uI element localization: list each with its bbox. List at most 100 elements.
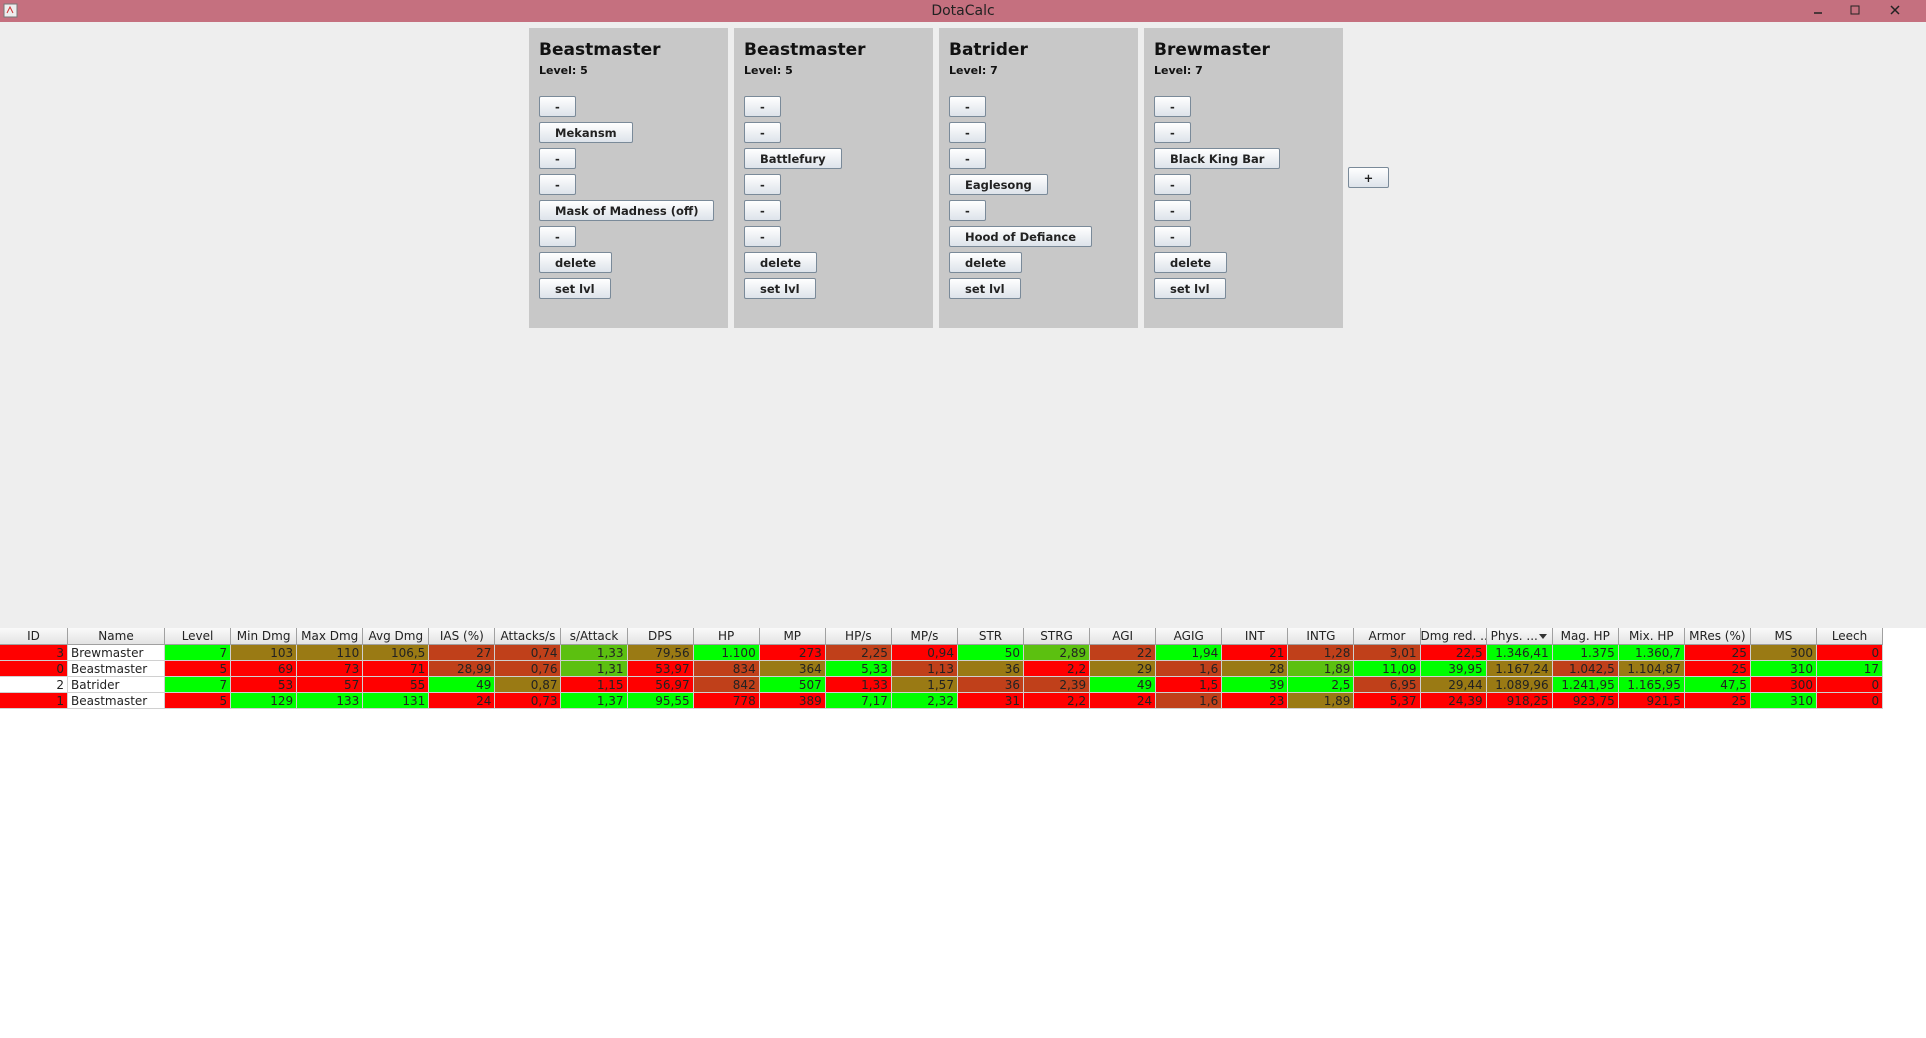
item-slot-button[interactable]: Eaglesong	[949, 174, 1048, 195]
table-cell: 7,17	[825, 693, 892, 709]
hero-action-button[interactable]: delete	[949, 252, 1023, 273]
table-cell: 27	[429, 645, 496, 661]
item-slot-button[interactable]: -	[949, 96, 986, 117]
table-cell: 36	[957, 677, 1025, 693]
column-header[interactable]: Mag. HP	[1552, 628, 1619, 645]
hero-action-button[interactable]: delete	[1154, 252, 1228, 273]
table-cell: 300	[1750, 645, 1817, 661]
column-header[interactable]: AGIG	[1156, 628, 1223, 645]
item-slot-button[interactable]: -	[1154, 96, 1191, 117]
table-cell: 129	[231, 693, 298, 709]
hero-name: Beastmaster	[539, 40, 661, 60]
item-slot-button[interactable]: -	[1154, 200, 1191, 221]
column-header[interactable]: Level	[165, 628, 232, 645]
item-slot-button[interactable]: -	[539, 174, 576, 195]
table-cell: 7	[165, 645, 232, 661]
column-header[interactable]: Min Dmg	[231, 628, 298, 645]
table-cell: 1	[0, 693, 68, 709]
item-slot-button[interactable]: -	[1154, 226, 1191, 247]
column-header[interactable]: MS	[1750, 628, 1817, 645]
table-cell: 1.165,95	[1618, 677, 1685, 693]
table-cell: 56,97	[627, 677, 694, 693]
item-slot-button[interactable]: -	[539, 148, 576, 169]
hero-action-button[interactable]: set lvl	[1154, 278, 1226, 299]
table-cell: 69	[231, 661, 298, 677]
table-cell: 2,39	[1024, 677, 1091, 693]
hero-action-button[interactable]: set lvl	[949, 278, 1021, 299]
table-cell: 310	[1750, 661, 1817, 677]
item-slot-button[interactable]: -	[539, 226, 576, 247]
column-header[interactable]: MP/s	[891, 628, 958, 645]
item-slot-button[interactable]: -	[539, 96, 576, 117]
column-header[interactable]: INTG	[1288, 628, 1355, 645]
table-cell: 24	[429, 693, 496, 709]
column-header[interactable]: STRG	[1024, 628, 1091, 645]
item-slot-button[interactable]: -	[744, 96, 781, 117]
hero-action-button[interactable]: delete	[744, 252, 818, 273]
column-header[interactable]: Mix. HP	[1618, 628, 1685, 645]
column-header[interactable]: Dmg red. ...	[1420, 628, 1487, 645]
table-cell: 1,13	[891, 661, 958, 677]
table-cell: 39	[1222, 677, 1289, 693]
column-header[interactable]: Phys. ...	[1486, 628, 1553, 645]
column-header[interactable]: DPS	[627, 628, 694, 645]
table-cell: 389	[759, 693, 826, 709]
table-cell: 28,99	[429, 661, 496, 677]
column-header[interactable]: MP	[759, 628, 826, 645]
table-cell: 0,94	[891, 645, 958, 661]
item-slot-button[interactable]: -	[744, 174, 781, 195]
item-slot-button[interactable]: Mask of Madness (off)	[539, 200, 715, 221]
name-cell: Brewmaster	[68, 645, 165, 661]
table-cell: 55	[363, 677, 430, 693]
table-cell: 1.346,41	[1486, 645, 1553, 661]
table-cell: 5	[165, 661, 232, 677]
column-header[interactable]: HP	[693, 628, 760, 645]
window-controls[interactable]	[1806, 0, 1916, 22]
column-header[interactable]: Leech	[1817, 628, 1884, 645]
table-cell: 2,32	[891, 693, 958, 709]
table-cell: 103	[231, 645, 298, 661]
item-slot-button[interactable]: -	[744, 200, 781, 221]
table-cell: 0	[1817, 677, 1884, 693]
table-cell: 1,15	[561, 677, 628, 693]
item-slot-button[interactable]: Battlefury	[744, 148, 842, 169]
item-slot-button[interactable]: -	[949, 122, 986, 143]
column-header[interactable]: s/Attack	[561, 628, 628, 645]
table-cell: 29	[1090, 661, 1157, 677]
table-cell: 25	[1684, 645, 1751, 661]
column-header[interactable]: Name	[68, 628, 165, 645]
column-header[interactable]: Attacks/s	[495, 628, 562, 645]
item-slot-button[interactable]: -	[744, 226, 781, 247]
column-header[interactable]: Max Dmg	[297, 628, 364, 645]
add-hero-button[interactable]: +	[1348, 167, 1389, 188]
item-slot-button[interactable]: -	[949, 200, 986, 221]
item-slot-button[interactable]: -	[1154, 122, 1191, 143]
hero-action-button[interactable]: set lvl	[539, 278, 611, 299]
item-slot-button[interactable]: -	[949, 148, 986, 169]
table-cell: 300	[1750, 677, 1817, 693]
table-cell: 2	[0, 677, 68, 693]
item-slot-button[interactable]: Mekansm	[539, 122, 633, 143]
hero-action-button[interactable]: delete	[539, 252, 613, 273]
item-slot-button[interactable]: -	[1154, 174, 1191, 195]
table-cell: 5,33	[825, 661, 892, 677]
column-header[interactable]: ID	[0, 628, 68, 645]
table-cell: 3,01	[1354, 645, 1421, 661]
column-header[interactable]: Avg Dmg	[363, 628, 430, 645]
column-header[interactable]: MRes (%)	[1684, 628, 1751, 645]
item-slot-button[interactable]: Black King Bar	[1154, 148, 1281, 169]
column-header[interactable]: INT	[1222, 628, 1289, 645]
hero-action-button[interactable]: set lvl	[744, 278, 816, 299]
table-cell: 1,37	[561, 693, 628, 709]
column-header[interactable]: AGI	[1090, 628, 1157, 645]
column-header[interactable]: IAS (%)	[429, 628, 496, 645]
column-header[interactable]: STR	[957, 628, 1025, 645]
table-cell: 131	[363, 693, 430, 709]
column-header[interactable]: HP/s	[825, 628, 892, 645]
table-cell: 0,87	[495, 677, 562, 693]
item-slot-button[interactable]: -	[744, 122, 781, 143]
column-header[interactable]: Armor	[1354, 628, 1421, 645]
item-slot-button[interactable]: Hood of Defiance	[949, 226, 1093, 247]
name-cell: Batrider	[68, 677, 165, 693]
